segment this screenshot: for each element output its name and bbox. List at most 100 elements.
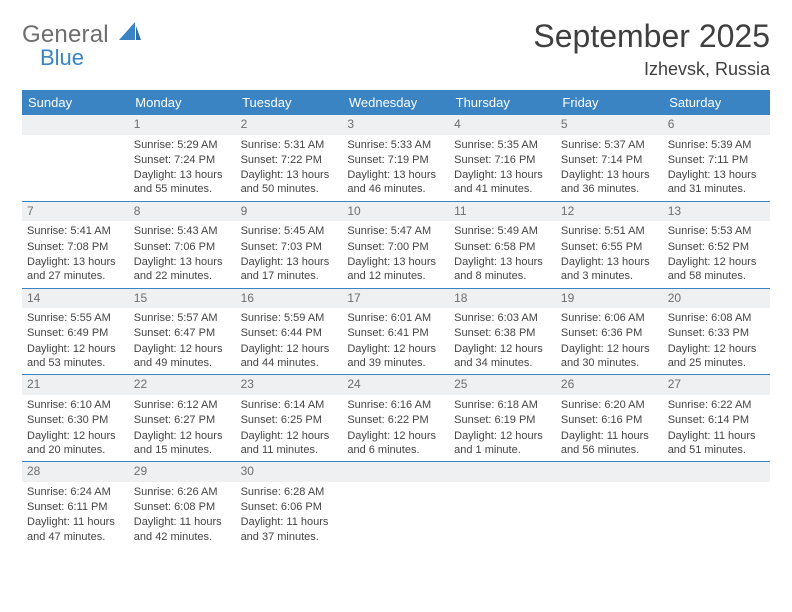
sunrise-line: Sunrise: 6:12 AM	[134, 398, 231, 412]
calendar-cell: 28Sunrise: 6:24 AMSunset: 6:11 PMDayligh…	[22, 462, 129, 548]
day-number-bar	[556, 462, 663, 482]
daylight-line: Daylight: 12 hours and 15 minutes.	[134, 429, 231, 458]
calendar-cell: 12Sunrise: 5:51 AMSunset: 6:55 PMDayligh…	[556, 201, 663, 288]
daylight-line: Daylight: 13 hours and 27 minutes.	[27, 255, 124, 284]
day-number-bar: 15	[129, 289, 236, 309]
day-details: Sunrise: 6:08 AMSunset: 6:33 PMDaylight:…	[663, 308, 770, 374]
calendar-cell: 25Sunrise: 6:18 AMSunset: 6:19 PMDayligh…	[449, 375, 556, 462]
daylight-line: Daylight: 13 hours and 3 minutes.	[561, 255, 658, 284]
sunset-line: Sunset: 6:11 PM	[27, 500, 124, 514]
sunset-line: Sunset: 7:24 PM	[134, 153, 231, 167]
calendar-week-row: 21Sunrise: 6:10 AMSunset: 6:30 PMDayligh…	[22, 375, 770, 462]
day-number-bar: 6	[663, 115, 770, 135]
calendar-cell: 21Sunrise: 6:10 AMSunset: 6:30 PMDayligh…	[22, 375, 129, 462]
sunset-line: Sunset: 7:11 PM	[668, 153, 765, 167]
day-details: Sunrise: 6:22 AMSunset: 6:14 PMDaylight:…	[663, 395, 770, 461]
weekday-header: Monday	[129, 90, 236, 115]
brand-logo: General Blue	[22, 22, 141, 69]
calendar-cell: 9Sunrise: 5:45 AMSunset: 7:03 PMDaylight…	[236, 201, 343, 288]
day-details: Sunrise: 6:01 AMSunset: 6:41 PMDaylight:…	[342, 308, 449, 374]
sunrise-line: Sunrise: 6:10 AM	[27, 398, 124, 412]
daylight-line: Daylight: 12 hours and 39 minutes.	[347, 342, 444, 371]
calendar-cell: 29Sunrise: 6:26 AMSunset: 6:08 PMDayligh…	[129, 462, 236, 548]
day-number-bar: 21	[22, 375, 129, 395]
sunset-line: Sunset: 6:16 PM	[561, 413, 658, 427]
sunrise-line: Sunrise: 6:06 AM	[561, 311, 658, 325]
day-details: Sunrise: 5:47 AMSunset: 7:00 PMDaylight:…	[342, 221, 449, 287]
daylight-line: Daylight: 12 hours and 25 minutes.	[668, 342, 765, 371]
calendar-cell: 3Sunrise: 5:33 AMSunset: 7:19 PMDaylight…	[342, 115, 449, 201]
day-number-bar: 23	[236, 375, 343, 395]
title-area: September 2025 Izhevsk, Russia	[533, 18, 770, 80]
sunset-line: Sunset: 6:38 PM	[454, 326, 551, 340]
sunset-line: Sunset: 6:52 PM	[668, 240, 765, 254]
sunset-line: Sunset: 6:27 PM	[134, 413, 231, 427]
daylight-line: Daylight: 13 hours and 46 minutes.	[347, 168, 444, 197]
day-number-bar: 24	[342, 375, 449, 395]
weekday-header: Wednesday	[342, 90, 449, 115]
calendar-cell: 1Sunrise: 5:29 AMSunset: 7:24 PMDaylight…	[129, 115, 236, 201]
daylight-line: Daylight: 13 hours and 12 minutes.	[347, 255, 444, 284]
sunrise-line: Sunrise: 5:51 AM	[561, 224, 658, 238]
header: General Blue September 2025 Izhevsk, Rus…	[22, 18, 770, 80]
sunrise-line: Sunrise: 5:31 AM	[241, 138, 338, 152]
day-number-bar: 1	[129, 115, 236, 135]
day-number-bar: 14	[22, 289, 129, 309]
day-number-bar: 29	[129, 462, 236, 482]
calendar-cell	[22, 115, 129, 201]
location: Izhevsk, Russia	[533, 59, 770, 80]
day-number-bar: 19	[556, 289, 663, 309]
daylight-line: Daylight: 13 hours and 50 minutes.	[241, 168, 338, 197]
sunset-line: Sunset: 6:14 PM	[668, 413, 765, 427]
sunset-line: Sunset: 6:19 PM	[454, 413, 551, 427]
sunrise-line: Sunrise: 6:01 AM	[347, 311, 444, 325]
day-details: Sunrise: 5:53 AMSunset: 6:52 PMDaylight:…	[663, 221, 770, 287]
calendar-cell: 10Sunrise: 5:47 AMSunset: 7:00 PMDayligh…	[342, 201, 449, 288]
day-details: Sunrise: 5:31 AMSunset: 7:22 PMDaylight:…	[236, 135, 343, 201]
calendar-cell: 18Sunrise: 6:03 AMSunset: 6:38 PMDayligh…	[449, 288, 556, 375]
calendar-cell: 4Sunrise: 5:35 AMSunset: 7:16 PMDaylight…	[449, 115, 556, 201]
day-details: Sunrise: 6:14 AMSunset: 6:25 PMDaylight:…	[236, 395, 343, 461]
calendar-cell	[342, 462, 449, 548]
calendar-cell: 19Sunrise: 6:06 AMSunset: 6:36 PMDayligh…	[556, 288, 663, 375]
daylight-line: Daylight: 12 hours and 53 minutes.	[27, 342, 124, 371]
daylight-line: Daylight: 12 hours and 20 minutes.	[27, 429, 124, 458]
sunrise-line: Sunrise: 5:39 AM	[668, 138, 765, 152]
day-details: Sunrise: 5:59 AMSunset: 6:44 PMDaylight:…	[236, 308, 343, 374]
calendar-page: General Blue September 2025 Izhevsk, Rus…	[0, 0, 792, 612]
calendar-week-row: 7Sunrise: 5:41 AMSunset: 7:08 PMDaylight…	[22, 201, 770, 288]
calendar-cell: 5Sunrise: 5:37 AMSunset: 7:14 PMDaylight…	[556, 115, 663, 201]
calendar-week-row: 1Sunrise: 5:29 AMSunset: 7:24 PMDaylight…	[22, 115, 770, 201]
day-number-bar	[22, 115, 129, 135]
calendar-cell	[663, 462, 770, 548]
sunset-line: Sunset: 7:16 PM	[454, 153, 551, 167]
daylight-line: Daylight: 11 hours and 47 minutes.	[27, 515, 124, 544]
day-details: Sunrise: 5:55 AMSunset: 6:49 PMDaylight:…	[22, 308, 129, 374]
weekday-header: Tuesday	[236, 90, 343, 115]
day-details: Sunrise: 5:29 AMSunset: 7:24 PMDaylight:…	[129, 135, 236, 201]
calendar-cell: 7Sunrise: 5:41 AMSunset: 7:08 PMDaylight…	[22, 201, 129, 288]
calendar-cell: 26Sunrise: 6:20 AMSunset: 6:16 PMDayligh…	[556, 375, 663, 462]
day-details: Sunrise: 5:43 AMSunset: 7:06 PMDaylight:…	[129, 221, 236, 287]
calendar-cell: 20Sunrise: 6:08 AMSunset: 6:33 PMDayligh…	[663, 288, 770, 375]
daylight-line: Daylight: 11 hours and 56 minutes.	[561, 429, 658, 458]
sunset-line: Sunset: 7:03 PM	[241, 240, 338, 254]
sunrise-line: Sunrise: 6:03 AM	[454, 311, 551, 325]
daylight-line: Daylight: 12 hours and 11 minutes.	[241, 429, 338, 458]
sunset-line: Sunset: 7:00 PM	[347, 240, 444, 254]
weekday-header: Friday	[556, 90, 663, 115]
day-details: Sunrise: 6:24 AMSunset: 6:11 PMDaylight:…	[22, 482, 129, 548]
day-details: Sunrise: 5:57 AMSunset: 6:47 PMDaylight:…	[129, 308, 236, 374]
day-details: Sunrise: 6:12 AMSunset: 6:27 PM Daylight:…	[129, 395, 236, 461]
weekday-header-row: SundayMondayTuesdayWednesdayThursdayFrid…	[22, 90, 770, 115]
day-details: Sunrise: 5:33 AMSunset: 7:19 PMDaylight:…	[342, 135, 449, 201]
daylight-line: Daylight: 12 hours and 34 minutes.	[454, 342, 551, 371]
brand-top: General	[22, 21, 109, 48]
day-number-bar: 7	[22, 202, 129, 222]
sunrise-line: Sunrise: 5:55 AM	[27, 311, 124, 325]
daylight-line: Daylight: 11 hours and 51 minutes.	[668, 429, 765, 458]
daylight-line: Daylight: 13 hours and 36 minutes.	[561, 168, 658, 197]
sunrise-line: Sunrise: 6:14 AM	[241, 398, 338, 412]
sunset-line: Sunset: 6:06 PM	[241, 500, 338, 514]
sunset-line: Sunset: 6:33 PM	[668, 326, 765, 340]
